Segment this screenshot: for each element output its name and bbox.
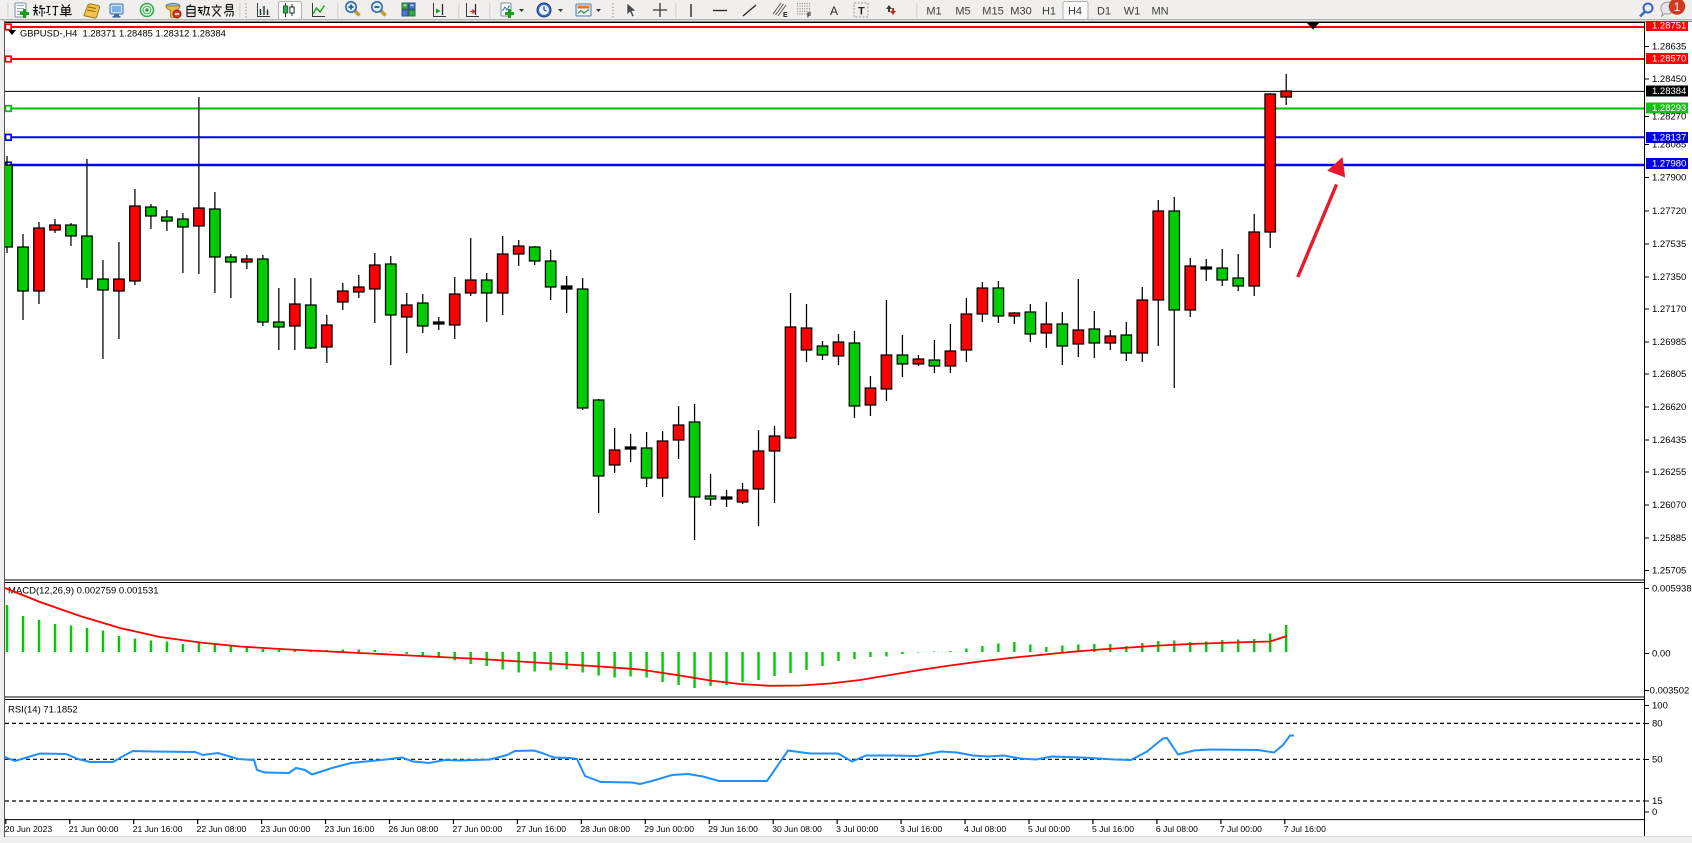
svg-text:M30: M30 bbox=[1010, 6, 1031, 18]
svg-text:21 Jun 00:00: 21 Jun 00:00 bbox=[69, 824, 119, 834]
svg-text:27 Jun 00:00: 27 Jun 00:00 bbox=[452, 824, 502, 834]
svg-text:3 Jul 00:00: 3 Jul 00:00 bbox=[836, 824, 878, 834]
svg-text:RSI(14) 71.1852: RSI(14) 71.1852 bbox=[8, 705, 78, 716]
svg-text:F: F bbox=[807, 13, 812, 20]
svg-text:0.00: 0.00 bbox=[1652, 649, 1671, 660]
svg-text:30 Jun 08:00: 30 Jun 08:00 bbox=[772, 824, 822, 834]
svg-text:T: T bbox=[858, 6, 865, 18]
svg-text:MACD(12,26,9) 0.002759 0.00153: MACD(12,26,9) 0.002759 0.001531 bbox=[8, 586, 159, 597]
svg-text:GBPUSD-,H4 1.28371 1.28485 1.: GBPUSD-,H4 1.28371 1.28485 1.28312 1.283… bbox=[20, 28, 226, 39]
svg-text:23 Jun 00:00: 23 Jun 00:00 bbox=[261, 824, 311, 834]
svg-text:1.26805: 1.26805 bbox=[1652, 369, 1686, 380]
svg-text:W1: W1 bbox=[1124, 6, 1141, 18]
svg-text:1.26985: 1.26985 bbox=[1652, 337, 1686, 348]
svg-text:1.28384: 1.28384 bbox=[1652, 86, 1686, 97]
svg-text:80: 80 bbox=[1652, 719, 1663, 730]
svg-text:1.27720: 1.27720 bbox=[1652, 206, 1686, 217]
svg-text:26 Jun 08:00: 26 Jun 08:00 bbox=[389, 824, 439, 834]
svg-text:1.26070: 1.26070 bbox=[1652, 500, 1686, 511]
svg-text:H4: H4 bbox=[1068, 6, 1082, 18]
svg-text:22 Jun 08:00: 22 Jun 08:00 bbox=[197, 824, 247, 834]
svg-text:E: E bbox=[783, 12, 788, 19]
svg-text:1.28570: 1.28570 bbox=[1652, 54, 1686, 65]
svg-text:D1: D1 bbox=[1097, 6, 1111, 18]
svg-text:1.26435: 1.26435 bbox=[1652, 435, 1686, 446]
svg-text:23 Jun 16:00: 23 Jun 16:00 bbox=[325, 824, 375, 834]
svg-text:1.28085: 1.28085 bbox=[1652, 140, 1686, 151]
svg-text:1.28137: 1.28137 bbox=[1652, 133, 1686, 144]
svg-text:27 Jun 16:00: 27 Jun 16:00 bbox=[516, 824, 566, 834]
svg-text:1.27535: 1.27535 bbox=[1652, 239, 1686, 250]
svg-text:-0.003502: -0.003502 bbox=[1647, 686, 1690, 697]
svg-text:100: 100 bbox=[1652, 701, 1668, 712]
svg-text:6 Jul 08:00: 6 Jul 08:00 bbox=[1156, 824, 1198, 834]
svg-text:1.27980: 1.27980 bbox=[1652, 159, 1686, 170]
svg-text:7 Jul 00:00: 7 Jul 00:00 bbox=[1220, 824, 1262, 834]
svg-text:MN: MN bbox=[1151, 6, 1168, 18]
svg-text:1.28450: 1.28450 bbox=[1652, 74, 1686, 85]
svg-text:1.26255: 1.26255 bbox=[1652, 467, 1686, 478]
svg-text:1.27350: 1.27350 bbox=[1652, 272, 1686, 283]
svg-text:A: A bbox=[830, 4, 838, 18]
svg-text:1.27170: 1.27170 bbox=[1652, 304, 1686, 315]
svg-text:1.28635: 1.28635 bbox=[1652, 42, 1686, 53]
svg-text:M1: M1 bbox=[926, 6, 941, 18]
svg-text:M15: M15 bbox=[982, 6, 1003, 18]
svg-text:1.28270: 1.28270 bbox=[1652, 112, 1686, 123]
svg-text:5 Jul 16:00: 5 Jul 16:00 bbox=[1092, 824, 1134, 834]
svg-text:H1: H1 bbox=[1042, 6, 1056, 18]
svg-text:0.005938: 0.005938 bbox=[1652, 584, 1692, 595]
svg-text:28 Jun 08:00: 28 Jun 08:00 bbox=[580, 824, 630, 834]
svg-text:1.25705: 1.25705 bbox=[1652, 566, 1686, 577]
svg-text:7 Jul 16:00: 7 Jul 16:00 bbox=[1284, 824, 1326, 834]
svg-text:1.28751: 1.28751 bbox=[1652, 21, 1686, 32]
svg-text:21 Jun 16:00: 21 Jun 16:00 bbox=[133, 824, 183, 834]
svg-text:29 Jun 00:00: 29 Jun 00:00 bbox=[644, 824, 694, 834]
svg-text:1.27900: 1.27900 bbox=[1652, 173, 1686, 184]
svg-text:20 Jun 2023: 20 Jun 2023 bbox=[5, 824, 53, 834]
svg-text:1: 1 bbox=[1674, 0, 1681, 14]
svg-text:1.25885: 1.25885 bbox=[1652, 533, 1686, 544]
svg-text:M5: M5 bbox=[955, 6, 970, 18]
svg-text:4 Jul 08:00: 4 Jul 08:00 bbox=[964, 824, 1006, 834]
svg-text:1.26620: 1.26620 bbox=[1652, 402, 1686, 413]
svg-text:15: 15 bbox=[1652, 796, 1663, 807]
svg-text:1.28293: 1.28293 bbox=[1652, 103, 1686, 114]
svg-text:5 Jul 00:00: 5 Jul 00:00 bbox=[1028, 824, 1070, 834]
svg-text:0: 0 bbox=[1652, 807, 1657, 818]
svg-text:29 Jun 16:00: 29 Jun 16:00 bbox=[708, 824, 758, 834]
svg-text:50: 50 bbox=[1652, 755, 1663, 766]
svg-text:3 Jul 16:00: 3 Jul 16:00 bbox=[900, 824, 942, 834]
